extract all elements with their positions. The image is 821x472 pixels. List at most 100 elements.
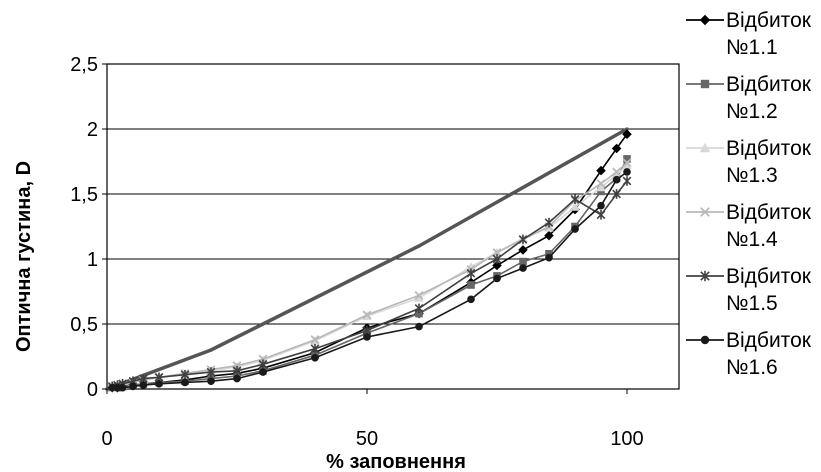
data-point (597, 187, 605, 196)
reference-point (209, 348, 213, 352)
legend-label: Відбиток (726, 201, 812, 224)
y-tick-label: 1 (87, 249, 98, 271)
data-point (492, 248, 502, 257)
legend-item: Відбиток №1.4 (686, 201, 812, 251)
reference-point (625, 127, 629, 131)
data-point (544, 217, 554, 228)
legend-item: Відбиток №1.3 (686, 137, 812, 187)
data-point (544, 230, 554, 241)
data-point (139, 381, 148, 389)
legend-label: №1.4 (726, 228, 778, 251)
series-3 (107, 160, 632, 392)
y-tick-label: 2,5 (70, 54, 98, 76)
series-line (112, 171, 628, 389)
data-point (571, 225, 579, 233)
data-point (622, 176, 632, 186)
data-point (519, 257, 527, 266)
y-axis-ticks: 0 0,5 1 1,5 2 2,5 (70, 54, 107, 401)
legend-item: Відбиток №1.5 (686, 265, 812, 315)
data-point (700, 207, 710, 217)
series-6 (108, 168, 631, 392)
series-layer (107, 129, 632, 393)
data-point (699, 142, 711, 153)
data-point (612, 189, 621, 199)
data-point (622, 129, 632, 139)
series-line (112, 164, 628, 389)
reference-line-path (106, 127, 628, 391)
legend-label: Відбиток (726, 329, 812, 352)
data-point (518, 234, 528, 245)
data-point (622, 160, 632, 170)
data-point (414, 293, 424, 302)
legend-label: №1.3 (726, 164, 778, 187)
data-point (518, 245, 528, 255)
series-line (112, 162, 628, 389)
data-point (108, 383, 116, 392)
legend-label: №1.1 (726, 36, 778, 59)
legend-label: Відбиток (726, 137, 812, 160)
data-point (570, 194, 580, 204)
data-point (259, 368, 267, 376)
data-point (492, 260, 502, 271)
data-point (700, 79, 710, 89)
legend-label: Відбиток (726, 9, 812, 32)
data-point (467, 295, 475, 304)
data-point (363, 333, 371, 341)
data-point (612, 175, 621, 184)
data-point (545, 250, 553, 258)
data-point (232, 366, 242, 376)
data-point (118, 383, 127, 392)
data-point (596, 165, 606, 176)
x-axis-title: % заповнення (326, 451, 466, 472)
data-point (415, 309, 423, 318)
legend-label: Відбиток (726, 265, 812, 288)
x-tick-label: 50 (356, 428, 378, 450)
data-point (622, 158, 632, 168)
data-point (699, 14, 711, 26)
data-point (700, 335, 710, 345)
data-point (233, 374, 241, 383)
data-point (414, 290, 424, 300)
data-point (414, 303, 424, 314)
data-point (258, 359, 268, 370)
data-point (155, 380, 163, 388)
series-line (112, 180, 628, 388)
y-tick-label: 1,5 (70, 184, 98, 206)
data-point (311, 354, 319, 362)
data-point (623, 168, 631, 176)
plot-area-frame (106, 63, 680, 390)
x-axis-ticks: 0 50 100 (101, 389, 644, 450)
data-point (596, 182, 606, 192)
data-point (611, 143, 622, 154)
data-point (596, 210, 606, 220)
x-tick-label: 100 (610, 428, 643, 450)
data-point (466, 268, 476, 279)
data-point (493, 274, 501, 283)
y-axis-title: Оптична густина, D (13, 161, 35, 352)
data-point (611, 169, 622, 179)
legend-label: Відбиток (726, 73, 812, 96)
y-tick-label: 0 (87, 379, 98, 401)
data-point (206, 367, 216, 377)
data-point (467, 281, 475, 289)
data-point (545, 253, 553, 262)
data-point (362, 310, 372, 320)
data-point (415, 322, 423, 331)
reference-point (417, 244, 421, 248)
data-point (597, 201, 605, 210)
data-point (181, 378, 189, 387)
data-point (612, 167, 622, 177)
legend: Відбиток№1.1Відбиток№1.2Відбиток№1.3Відб… (686, 9, 812, 379)
data-point (596, 179, 606, 189)
legend-item: Відбиток №1.1 (686, 9, 812, 59)
legend-label: №1.6 (726, 356, 778, 379)
series-2 (108, 155, 631, 392)
data-point (623, 155, 631, 163)
data-point (113, 383, 122, 392)
data-point (180, 369, 190, 380)
x-tick-label: 0 (101, 428, 112, 450)
y-tick-label: 2 (87, 119, 98, 141)
data-point (310, 343, 320, 354)
data-point (129, 382, 137, 391)
